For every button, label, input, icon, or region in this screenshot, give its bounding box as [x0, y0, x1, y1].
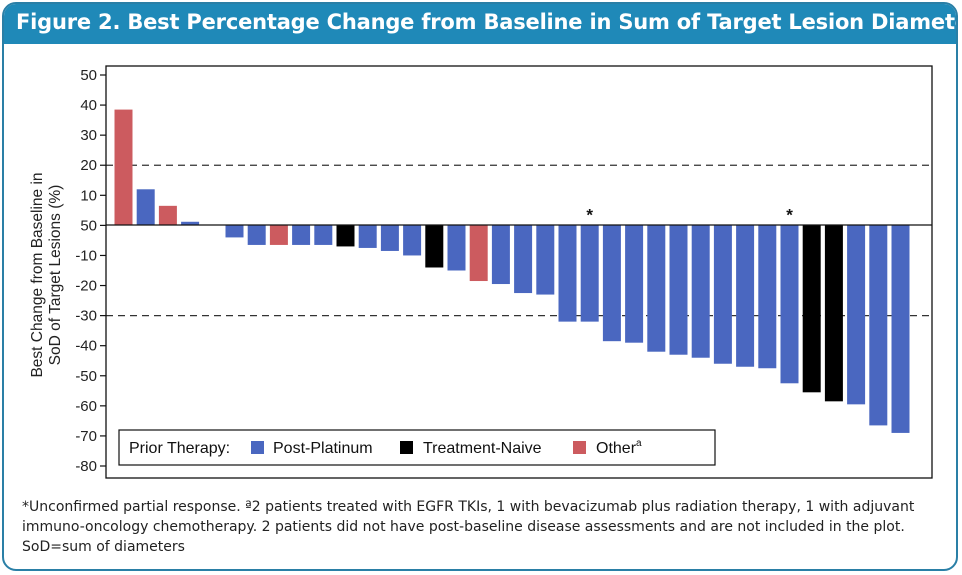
bar: [314, 225, 333, 245]
bar: [736, 225, 755, 367]
footnote-line-1: *Unconfirmed partial response. ª2 patien…: [22, 499, 915, 515]
bar: [691, 225, 710, 358]
legend-label-other-superscript: a: [636, 438, 642, 449]
bar: [558, 225, 577, 322]
bar: [536, 225, 555, 295]
y-tick-label: -40: [75, 338, 97, 355]
bar: [403, 225, 422, 256]
bar: [425, 225, 444, 268]
bar: [625, 225, 644, 343]
bar: [891, 225, 910, 433]
footnote-line-3: SoD=sum of diameters: [22, 539, 185, 555]
legend-label-treatment-naive: Treatment-Naive: [423, 440, 542, 457]
y-tick-label: 20: [80, 157, 97, 174]
bar: [136, 189, 155, 226]
bar: [380, 225, 399, 251]
bar: [491, 225, 510, 285]
legend-box: [118, 429, 716, 466]
figure-header: Figure 2. Best Percentage Change from Ba…: [4, 4, 956, 44]
y-tick-label: -30: [75, 308, 97, 325]
bar: [647, 225, 666, 352]
bar: [758, 225, 777, 369]
legend-label-post-platinum: Post-Platinum: [273, 440, 373, 457]
y-tick-label: 30: [80, 127, 97, 144]
bar: [514, 225, 533, 294]
bar: [802, 225, 821, 393]
bar: [847, 225, 866, 405]
bar: [292, 225, 311, 245]
plot-area-border: [105, 65, 933, 479]
bar: [469, 225, 488, 282]
y-tick-label: 10: [80, 187, 97, 204]
y-tick-label: 50: [80, 217, 97, 234]
y-axis-label-line2: SoD of Target Lesions (%): [47, 185, 64, 366]
legend-swatch-post-platinum: [251, 441, 264, 454]
bar: [247, 225, 266, 245]
bar: [114, 109, 133, 226]
footnote-line-2: immuno-oncology chemotherapy. 2 patients…: [22, 519, 905, 535]
y-tick-label: -10: [75, 247, 97, 264]
bar: [447, 225, 466, 271]
bars: [114, 109, 910, 433]
bar: [669, 225, 688, 355]
y-tick-label: -80: [75, 458, 97, 475]
legend: Prior Therapy: Post-Platinum Treatment-N…: [118, 429, 716, 466]
bar: [580, 225, 599, 322]
y-axis-label: Best Change from Baseline in SoD of Targ…: [29, 172, 64, 377]
bar: [869, 225, 888, 426]
bar: [158, 205, 177, 226]
bar: [602, 225, 621, 342]
y-axis-ticks: 50 40 30 20 10 50 -10 -20 -30 -40 -50 -60 -70 -80: [75, 67, 106, 475]
legend-swatch-treatment-naive: [400, 441, 413, 454]
bar: [713, 225, 732, 364]
bar: [181, 221, 200, 226]
figure-footnote: *Unconfirmed partial response. ª2 patien…: [22, 497, 942, 557]
bar: [824, 225, 843, 402]
bar: [269, 225, 288, 245]
legend-swatch-other: [573, 441, 586, 454]
y-axis-label-line1: Best Change from Baseline in: [29, 172, 46, 377]
bar: [225, 225, 244, 238]
legend-label-other-text: Other: [596, 440, 637, 457]
legend-title: Prior Therapy:: [129, 440, 230, 457]
bar-annotation: *: [786, 205, 793, 224]
y-tick-label: 40: [80, 97, 97, 114]
y-tick-label: -70: [75, 428, 97, 445]
bar: [780, 225, 799, 384]
legend-label-other: Othera: [596, 438, 642, 457]
y-tick-label: 50: [80, 67, 97, 84]
y-tick-label: -20: [75, 278, 97, 295]
y-tick-label: -60: [75, 398, 97, 415]
bar: [358, 225, 377, 248]
bar-annotations: * *: [586, 205, 793, 224]
y-tick-label: -50: [75, 368, 97, 385]
bar: [336, 225, 355, 247]
bar-annotation: *: [586, 205, 593, 224]
figure-title: Figure 2. Best Percentage Change from Ba…: [16, 10, 958, 34]
